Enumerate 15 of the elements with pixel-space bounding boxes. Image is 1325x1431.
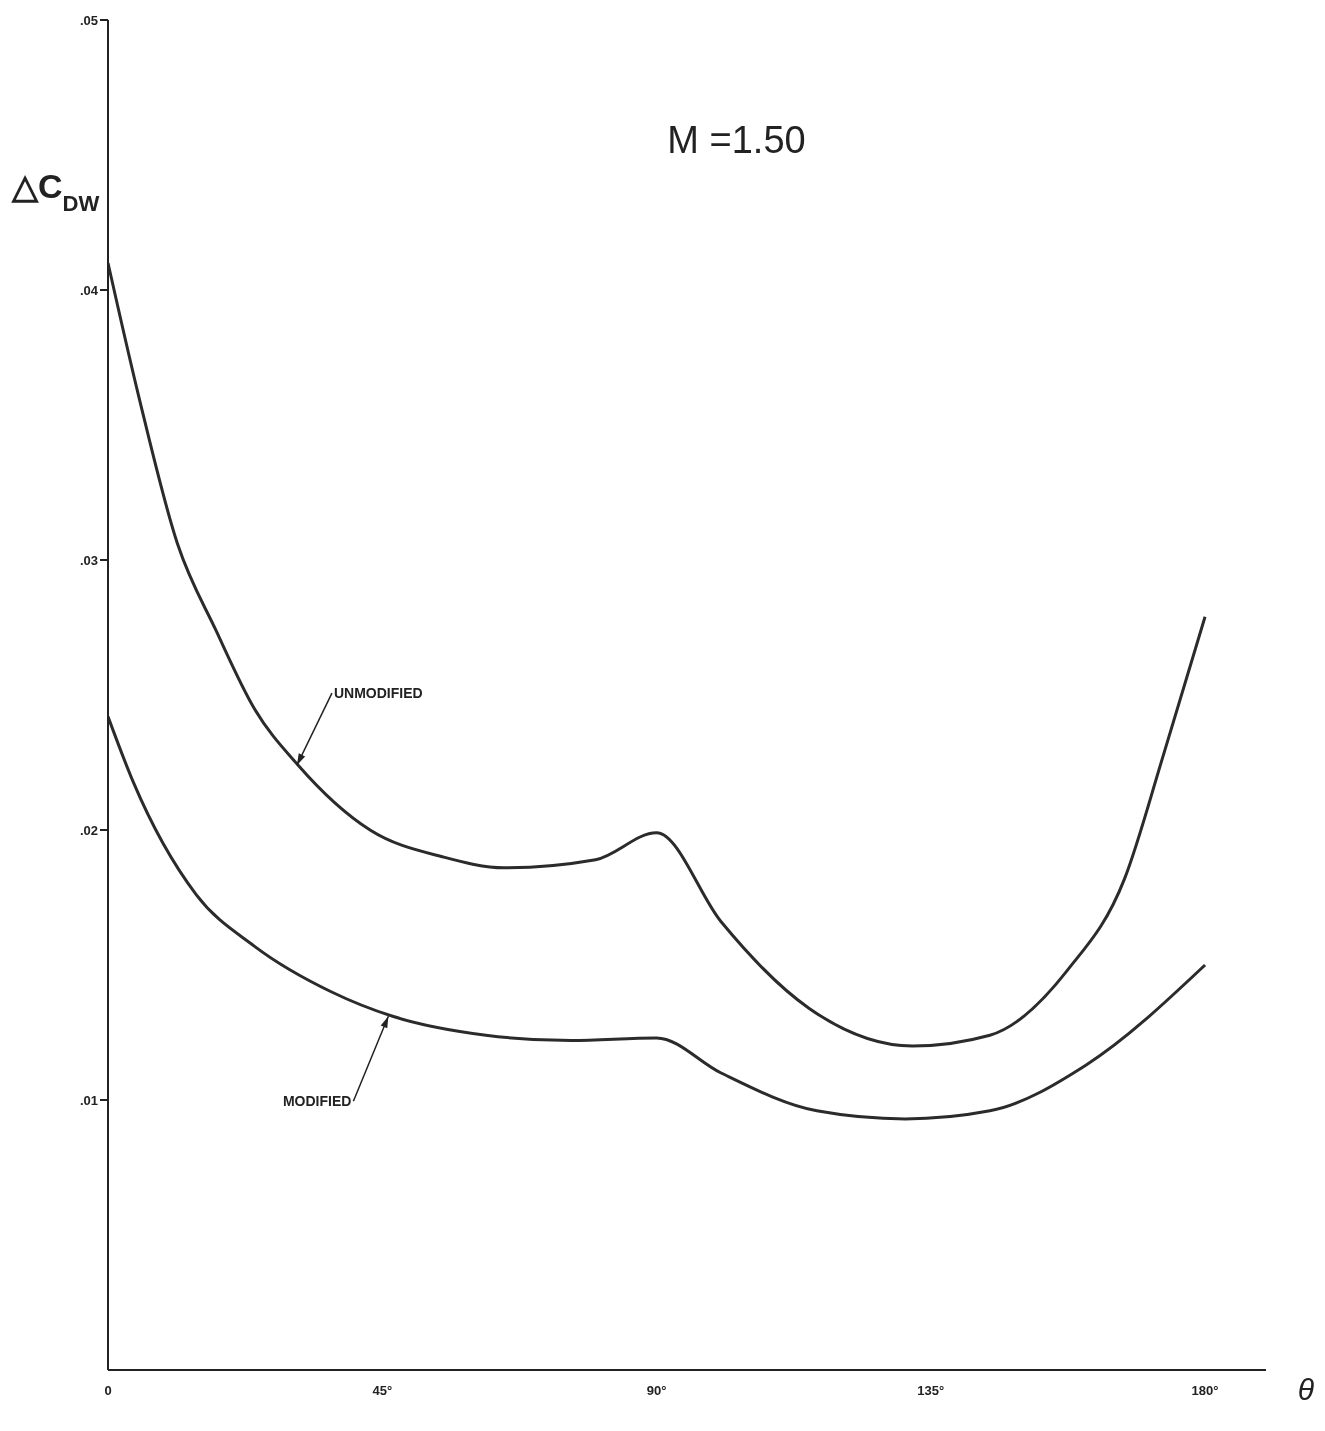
y-tick-label: .03 xyxy=(79,552,98,568)
y-tick-label: .01 xyxy=(79,1092,98,1108)
annotation: MODIFIED xyxy=(282,1093,352,1110)
x-tick-label: 0 xyxy=(104,1383,112,1399)
x-tick-label: 45° xyxy=(372,1383,393,1399)
x-tick-label: 90° xyxy=(646,1383,667,1399)
y-tick-label: .05 xyxy=(79,12,98,28)
x-tick-label: 135° xyxy=(917,1383,945,1399)
x-axis-title: θ xyxy=(1297,1373,1315,1406)
y-axis-title: △C$_{DW}$ xyxy=(11,167,100,216)
text: M =1.50 xyxy=(667,119,806,161)
y-tick-label: .04 xyxy=(79,282,99,298)
y-tick-label: .02 xyxy=(79,822,98,838)
x-tick-label: 180° xyxy=(1191,1383,1219,1399)
annotation: UNMODIFIED xyxy=(333,685,423,702)
